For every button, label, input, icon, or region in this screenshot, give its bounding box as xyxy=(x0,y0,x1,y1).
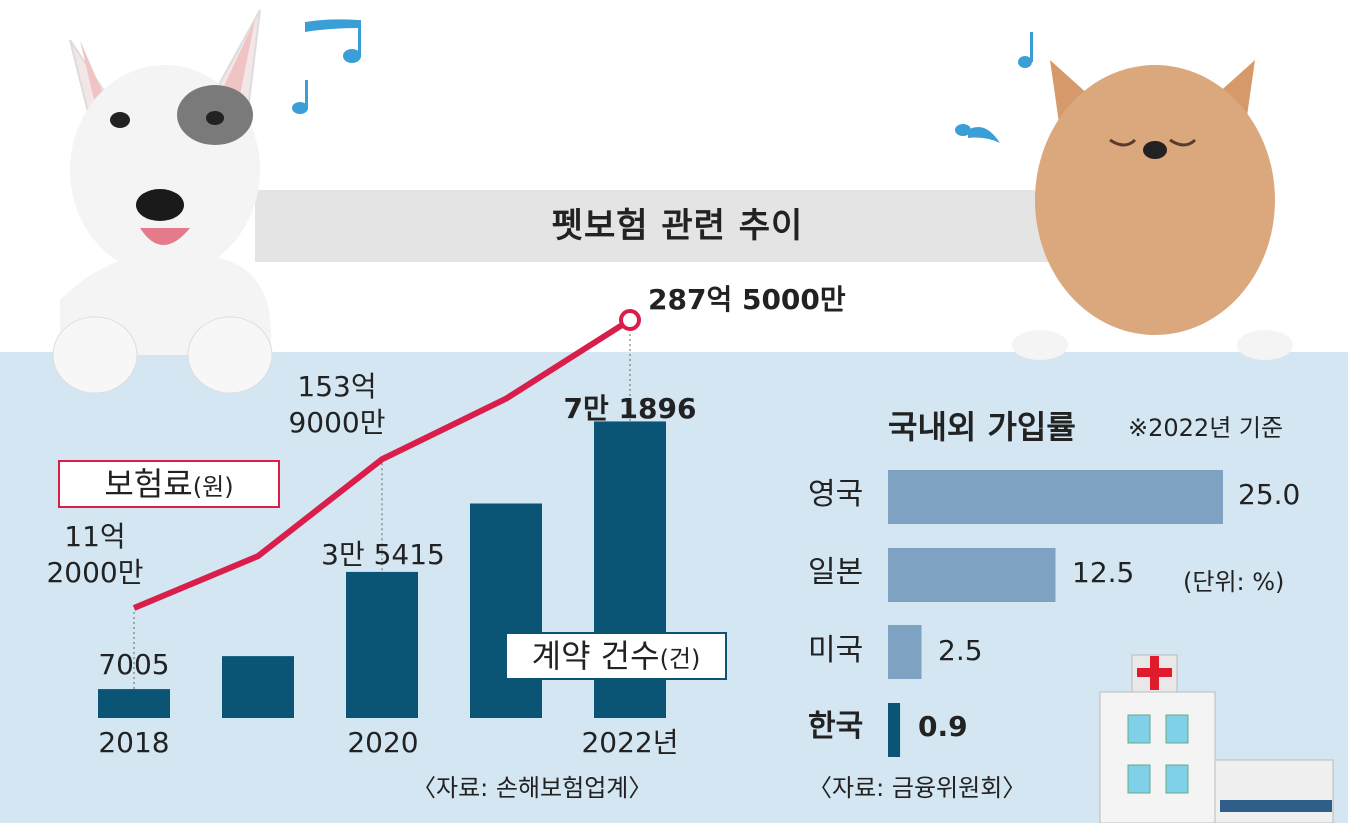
line-value-2020-b: 9000만 xyxy=(288,406,386,439)
hbar-영국 xyxy=(888,470,1223,524)
x-tick-2022: 2022년 xyxy=(581,726,679,759)
hbar-label-korea: 한국 xyxy=(808,709,864,744)
title-band xyxy=(255,190,1100,262)
hbar-label-usa: 미국 xyxy=(808,633,864,668)
legend-premium-label: 보험료 xyxy=(104,465,193,503)
legend-count: 계약 건수(건) xyxy=(505,632,727,680)
right-chart-title: 국내외 가입률 xyxy=(888,408,1076,446)
hbar-label-uk: 영국 xyxy=(808,477,864,512)
bar-2019 xyxy=(222,656,294,718)
line-value-2020-a: 153억 xyxy=(297,370,377,403)
line-value-2018-b: 2000만 xyxy=(46,556,144,589)
hbar-value-korea: 0.9 xyxy=(918,710,968,743)
hbar-미국 xyxy=(888,625,922,679)
legend-premium: 보험료(원) xyxy=(58,460,280,508)
cat-illustration xyxy=(1012,60,1293,360)
bar-value-2018: 7005 xyxy=(98,648,170,681)
legend-count-label: 계약 건수 xyxy=(531,637,660,675)
bar-2020 xyxy=(346,571,418,718)
right-chart-unit: (단위: %) xyxy=(1183,568,1285,596)
hbar-value-usa: 2.5 xyxy=(938,634,983,667)
hbar-일본 xyxy=(888,548,1056,602)
line-value-2018-a: 11억 xyxy=(64,520,126,553)
hbar-한국 xyxy=(888,703,901,757)
legend-premium-unit: (원) xyxy=(192,473,234,501)
music-notes xyxy=(292,19,1033,143)
x-tick-2020: 2020 xyxy=(347,726,419,759)
hbar-value-japan: 12.5 xyxy=(1072,556,1135,589)
x-tick-2018: 2018 xyxy=(98,726,170,759)
premium-line xyxy=(132,317,632,611)
dog-illustration xyxy=(52,9,273,394)
legend-count-unit: (건) xyxy=(659,645,701,673)
source-right: 〈자료: 금융위원회〉 xyxy=(808,774,1027,802)
bar-value-2020: 3만 5415 xyxy=(321,538,445,571)
line-value-2022: 287억 5000만 xyxy=(648,283,846,316)
premium-end-point xyxy=(619,309,641,331)
hospital-illustration xyxy=(1099,654,1334,823)
page-title: 펫보험 관련 추이 xyxy=(551,206,804,246)
hbar-value-uk: 25.0 xyxy=(1238,478,1301,511)
bar-2018 xyxy=(98,689,170,718)
bar-value-2022: 7만 1896 xyxy=(563,392,697,425)
right-chart-note: ※2022년 기준 xyxy=(1128,414,1284,442)
source-left: 〈자료: 손해보험업계〉 xyxy=(412,774,653,802)
bar-2021 xyxy=(470,503,542,718)
hbar-label-japan: 일본 xyxy=(808,555,864,590)
